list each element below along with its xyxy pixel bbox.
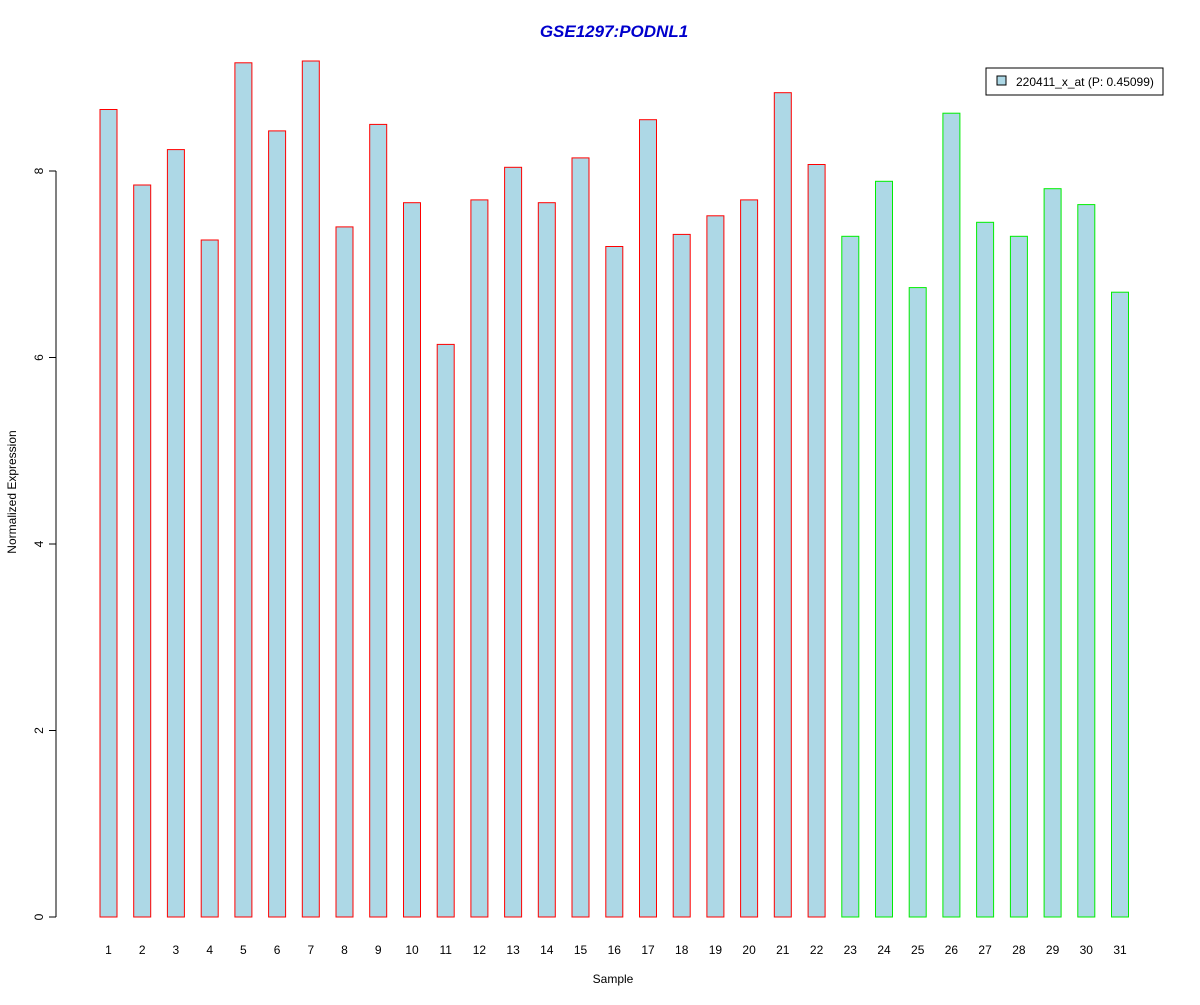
bar-sample-24: [875, 180, 893, 918]
x-tick-label: 3: [173, 943, 180, 957]
bar-sample-2: [133, 184, 152, 918]
x-tick-label: 24: [877, 943, 891, 957]
x-tick-label: 18: [675, 943, 689, 957]
x-tick-label: 14: [540, 943, 554, 957]
bar-sample-7: [301, 60, 320, 918]
x-tick-label: 17: [641, 943, 655, 957]
bar-sample-17: [639, 119, 657, 918]
x-tick-label: 25: [911, 943, 925, 957]
y-tick-label: 6: [32, 354, 46, 361]
bar-sample-31: [1111, 291, 1129, 918]
x-tick-label: 22: [810, 943, 824, 957]
bar-sample-3: [166, 149, 185, 918]
y-tick-label: 4: [32, 540, 46, 547]
x-tick-label: 16: [608, 943, 622, 957]
x-tick-label: 23: [844, 943, 858, 957]
bar-sample-13: [504, 166, 523, 918]
x-tick-label: 4: [206, 943, 213, 957]
x-tick-label: 15: [574, 943, 588, 957]
bar-sample-22: [807, 164, 826, 918]
bar-sample-10: [403, 202, 421, 918]
bar-sample-9: [369, 123, 388, 918]
bar-sample-12: [470, 199, 489, 918]
bars-group: [99, 60, 1129, 918]
y-axis: 0 2 4 6 8: [32, 167, 57, 920]
bar-sample-25: [908, 287, 927, 918]
bar-sample-19: [706, 215, 725, 918]
bar-sample-11: [436, 343, 455, 918]
legend: 220411_x_at (P: 0.45099): [985, 67, 1164, 96]
bar-sample-1: [99, 109, 118, 918]
bar-sample-5: [234, 62, 253, 918]
x-tick-label: 19: [709, 943, 723, 957]
legend-swatch: [996, 75, 1007, 86]
x-tick-label: 7: [307, 943, 314, 957]
x-tick-label: 31: [1113, 943, 1127, 957]
bar-sample-15: [571, 157, 590, 918]
y-tick-label: 8: [32, 167, 46, 174]
x-tick-label: 21: [776, 943, 790, 957]
y-tick-label: 0: [32, 913, 46, 920]
bar-sample-26: [942, 112, 961, 918]
chart-title: GSE1297:PODNL1: [540, 22, 688, 41]
bar-sample-28: [1009, 235, 1028, 918]
legend-label: 220411_x_at (P: 0.45099): [1016, 75, 1154, 89]
bar-sample-4: [200, 239, 219, 918]
x-tick-label: 12: [473, 943, 487, 957]
bar-sample-14: [537, 202, 556, 918]
x-tick-label: 6: [274, 943, 281, 957]
x-tick-label: 28: [1012, 943, 1026, 957]
x-tick-label: 13: [506, 943, 520, 957]
bar-sample-18: [672, 233, 691, 918]
x-tick-label: 5: [240, 943, 247, 957]
x-tick-label: 9: [375, 943, 382, 957]
x-tick-label: 20: [742, 943, 756, 957]
bar-sample-6: [268, 130, 287, 918]
x-tick-label: 30: [1080, 943, 1094, 957]
bar-sample-30: [1077, 204, 1096, 918]
x-tick-label: 27: [978, 943, 992, 957]
x-tick-label: 29: [1046, 943, 1060, 957]
bar-sample-8: [335, 226, 354, 918]
x-tick-labels: 1 2 3 4 5 6 7 8 9 10 11 12 13 14 15 16 17 18 19 20 21 22 23 24 2…: [105, 943, 1127, 957]
x-tick-label: 2: [139, 943, 146, 957]
x-tick-label: 10: [405, 943, 419, 957]
bar-sample-16: [605, 246, 624, 918]
x-tick-label: 1: [105, 943, 112, 957]
legend-box: [985, 67, 1164, 96]
x-tick-label: 8: [341, 943, 348, 957]
bar-sample-23: [841, 235, 860, 918]
bar-sample-27: [976, 221, 995, 918]
y-tick-label: 2: [32, 727, 46, 734]
x-axis-label: Sample: [593, 972, 634, 986]
bar-sample-21: [773, 92, 792, 918]
bar-sample-20: [740, 199, 759, 918]
bar-sample-29: [1043, 188, 1062, 918]
x-tick-label: 26: [945, 943, 959, 957]
y-axis-label: Normalized Expression: [5, 430, 19, 553]
x-tick-label: 11: [439, 943, 452, 957]
